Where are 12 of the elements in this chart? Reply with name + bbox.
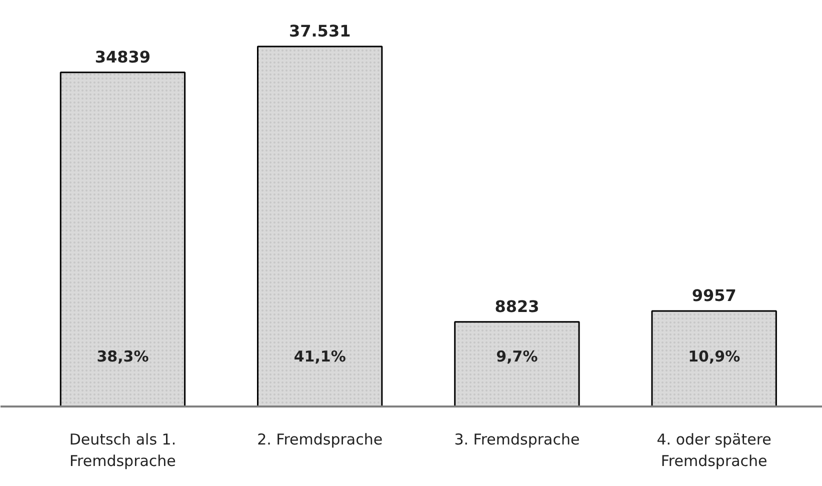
x-tick-label: 3. Fremdsprache bbox=[454, 430, 580, 448]
data-label: 37.531 bbox=[288, 22, 351, 40]
x-tick-label: 4. oder spätere Fremdsprache bbox=[656, 430, 772, 470]
data-label: 8823 bbox=[494, 296, 540, 316]
x-tick-label: 2. Fremdsprache bbox=[257, 430, 383, 448]
x-tick-label: Deutsch als 1. Fremdsprache bbox=[69, 430, 176, 470]
annotation: 10,9% bbox=[688, 348, 740, 366]
data-label: 9957 bbox=[692, 286, 736, 305]
annotation: 41,1% bbox=[294, 348, 346, 366]
data-label: 34839 bbox=[94, 47, 151, 66]
annotation: 38,3% bbox=[96, 348, 149, 366]
annotation: 9,7% bbox=[496, 348, 538, 366]
